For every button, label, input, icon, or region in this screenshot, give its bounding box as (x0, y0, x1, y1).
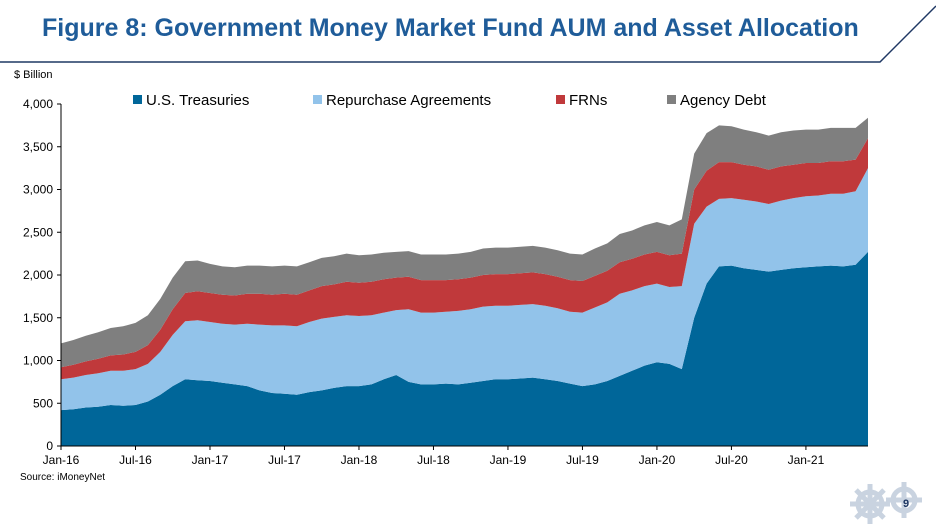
legend-label-3: Agency Debt (680, 92, 767, 109)
y-tick-label-6: 3,000 (23, 183, 53, 197)
page-number: 9 (903, 498, 910, 510)
title-rule (0, 5, 936, 63)
area-series-0 (61, 251, 868, 446)
y-tick-label-8: 4,000 (23, 97, 53, 111)
y-tick-label-7: 3,500 (23, 140, 53, 154)
x-tick-label-9: Jul-20 (715, 453, 748, 467)
area-series-1 (61, 168, 868, 411)
y-tick-label-3: 1,500 (23, 311, 53, 325)
legend-label-1: Repurchase Agreements (326, 92, 491, 109)
x-tick-label-0: Jan-16 (43, 453, 80, 467)
x-tick-label-4: Jan-18 (341, 453, 378, 467)
legend-swatch-1 (313, 95, 322, 104)
source-note: Source: iMoneyNet (20, 472, 106, 483)
legend-swatch-0 (133, 95, 142, 104)
x-tick-label-8: Jan-20 (639, 453, 676, 467)
slide-title: Figure 8: Government Money Market Fund A… (42, 14, 859, 42)
y-tick-label-2: 1,000 (23, 354, 53, 368)
x-tick-label-3: Jul-17 (268, 453, 301, 467)
legend-swatch-2 (556, 95, 565, 104)
x-tick-label-7: Jul-19 (566, 453, 599, 467)
x-tick-label-2: Jan-17 (192, 453, 229, 467)
legend-swatch-3 (667, 95, 676, 104)
x-tick-label-10: Jan-21 (788, 453, 825, 467)
area-series-2 (61, 138, 868, 380)
y-axis-unit-label: $ Billion (14, 69, 53, 81)
x-tick-label-1: Jul-16 (119, 453, 152, 467)
x-tick-label-5: Jul-18 (417, 453, 450, 467)
y-tick-label-0: 0 (46, 439, 53, 453)
area-series-3 (61, 117, 868, 368)
legend-label-2: FRNs (569, 92, 607, 109)
y-tick-label-1: 500 (33, 396, 53, 410)
y-tick-label-5: 2,500 (23, 225, 53, 239)
y-tick-label-4: 2,000 (23, 268, 53, 282)
x-tick-label-6: Jan-19 (490, 453, 527, 467)
gear-icon (850, 482, 922, 524)
legend-label-0: U.S. Treasuries (146, 92, 249, 109)
